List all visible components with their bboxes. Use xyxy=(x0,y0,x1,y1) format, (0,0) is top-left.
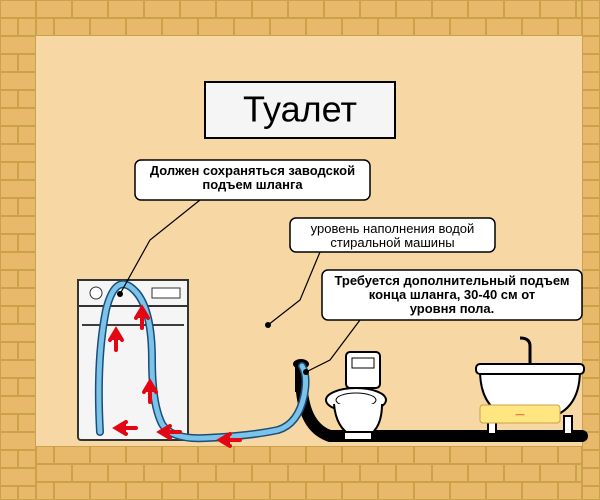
callout-b-line0: уровень наполнения водой xyxy=(311,221,475,236)
callout-c-line1: конца шланга, 30-40 см от xyxy=(369,287,535,302)
brick-band xyxy=(582,0,600,500)
brick-band xyxy=(0,446,600,500)
brick-band xyxy=(0,0,36,500)
callout-c-line2: уровня пола. xyxy=(410,301,495,316)
callout-b-line1: стиральной машины xyxy=(330,235,454,250)
brick-band xyxy=(0,0,600,36)
callout-a-line1: подъем шланга xyxy=(202,177,303,192)
diagram-root: Туалет — Должен сохраняться заводскойподъе… xyxy=(0,0,600,500)
svg-text:—: — xyxy=(515,409,526,419)
washing-machine xyxy=(78,280,188,440)
callout-c-line0: Требуется дополнительный подъем xyxy=(334,273,569,288)
callout-a-line0: Должен сохраняться заводской xyxy=(150,163,355,178)
title-text: Туалет xyxy=(243,89,357,130)
